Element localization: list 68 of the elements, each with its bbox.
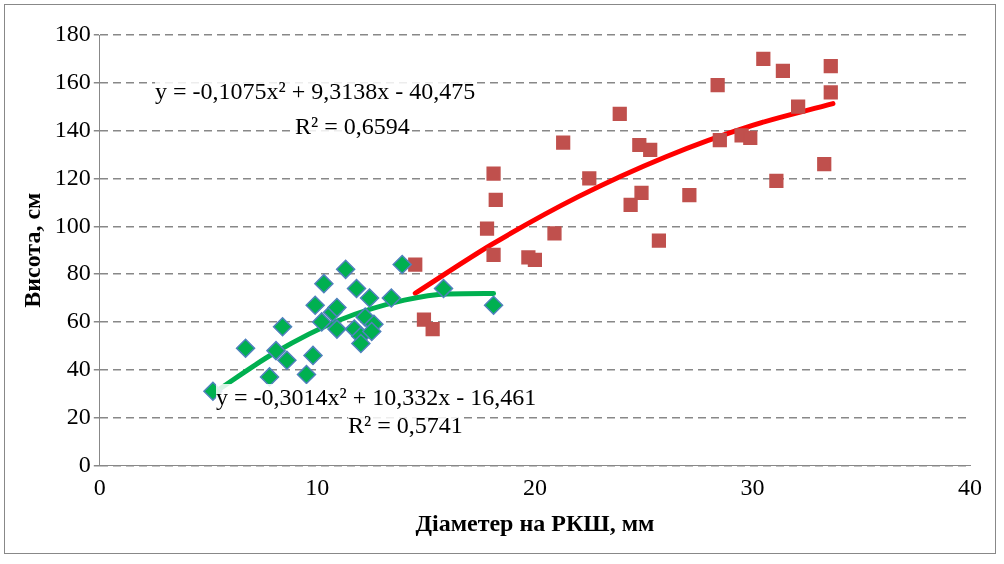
x-tick-label: 20 [522,474,547,501]
point [259,367,280,387]
y-tick-label: 40 [66,355,91,382]
point [408,257,423,272]
point [623,197,638,212]
point [359,288,380,308]
point [775,63,791,78]
y-tick-label: 60 [66,307,91,334]
point [235,338,256,358]
y-tick-label: 140 [54,115,91,142]
point [305,295,325,315]
point [425,321,440,337]
annotation: y = -0,3014x² + 10,332x - 16,461 [216,384,537,410]
point [483,295,504,315]
point [612,106,627,122]
point [327,319,347,339]
point [634,185,649,200]
point [327,297,347,318]
y-tick-label: 20 [66,402,91,429]
point [351,333,371,354]
x-tick-label: 30 [740,474,765,501]
point [527,252,543,267]
y-tick-label: 80 [66,259,91,286]
point [296,364,317,385]
point [817,157,832,172]
point [710,78,725,93]
point [791,99,806,114]
point [266,340,286,361]
annotation: R² = 0,5741 [348,412,463,438]
point [823,85,838,100]
x-tick-label: 40 [958,474,982,501]
point [756,51,771,67]
point [769,173,784,188]
point [486,166,501,181]
y-tick-label: 100 [54,211,91,238]
point [303,345,323,366]
y-axis-title: Висота, см [18,192,45,308]
point [651,233,667,248]
point [486,247,501,263]
point [582,171,597,186]
point [488,192,503,208]
y-tick-label: 160 [54,68,91,95]
point [556,135,571,150]
point [272,316,293,337]
point [416,312,432,327]
point [311,312,332,332]
point [682,188,697,203]
y-tick-label: 180 [54,20,91,47]
point [479,221,495,236]
point [643,142,658,157]
point [381,288,402,308]
point [743,130,758,145]
x-tick-label: 10 [305,474,330,501]
point [346,278,367,299]
point [392,254,412,275]
point [335,259,356,280]
point [277,350,297,370]
x-axis-title: Діаметер на РКШ, мм [415,509,655,536]
point [547,226,562,241]
point [433,278,454,299]
y-tick-label: 120 [54,163,91,190]
point [712,133,727,148]
annotation: R² = 0,6594 [295,113,410,139]
point [361,321,382,342]
point [823,58,838,74]
annotation: y = -0,1075x² + 9,3138x - 40,475 [155,78,476,104]
point [314,273,334,294]
y-tick-label: 0 [78,450,91,477]
